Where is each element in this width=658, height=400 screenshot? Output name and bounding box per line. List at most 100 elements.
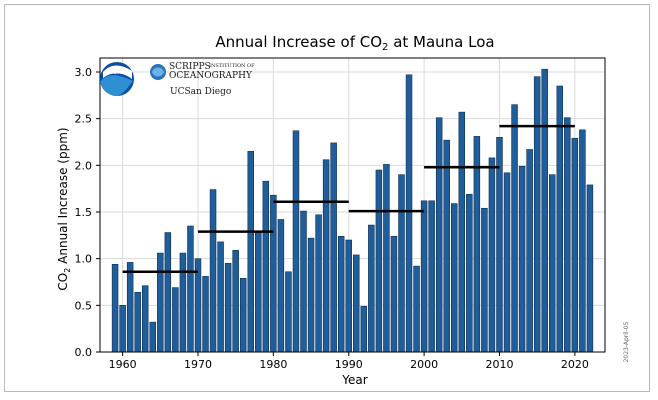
bar-1988 (330, 142, 337, 353)
bar-2014 (526, 149, 533, 353)
x-ticks: 1960 1970 1980 1990 2000 2010 2020 (109, 352, 589, 371)
bar-1998 (405, 74, 413, 353)
bar-2015 (533, 76, 541, 353)
scripps-logo: SCRIPPS INSTITUTION OF OCEANOGRAPHY (150, 62, 255, 81)
x-tick-label: 2010 (485, 358, 513, 371)
bar-2019 (564, 117, 571, 353)
noaa-wave-icon (100, 75, 133, 96)
y-axis-label-subscript: 2 (63, 268, 72, 273)
chart-title-subscript: 2 (382, 42, 388, 53)
y-tick-label: 1.5 (75, 206, 93, 219)
bar-1962 (134, 291, 141, 353)
bar-1985 (307, 237, 315, 353)
x-tick-label: 1990 (335, 358, 363, 371)
bar-1980 (270, 194, 277, 353)
bar-1986 (315, 214, 322, 353)
noaa-bird-icon (103, 65, 132, 79)
x-tick-label: 1960 (109, 358, 137, 371)
ucsd-logo: UCSan Diego (170, 87, 231, 97)
bar-2001 (428, 200, 435, 353)
noaa-logo: NOAA (100, 62, 134, 96)
bar-1965 (157, 252, 164, 353)
bar-2010 (496, 137, 503, 353)
y-axis-label-part-1: CO (56, 273, 70, 291)
bars (111, 68, 594, 353)
bar-2020 (571, 137, 579, 353)
bar-1960 (119, 305, 126, 353)
bar-1972 (209, 189, 217, 353)
bar-1977 (247, 151, 254, 353)
y-tick-label: 3.0 (75, 66, 93, 79)
bar-2022 (586, 184, 594, 353)
noaa-logo-text: NOAA (108, 69, 126, 76)
scripps-logo-bottom: OCEANOGRAPHY (169, 71, 253, 81)
bar-2005 (458, 111, 466, 353)
bar-1991 (353, 254, 360, 353)
y-tick-label: 0.0 (75, 346, 93, 359)
bar-1961 (126, 262, 134, 353)
decadal-mean-lines (122, 124, 575, 273)
bar-1966 (164, 232, 172, 353)
x-tick-label: 1980 (259, 358, 287, 371)
bar-1999 (413, 265, 420, 353)
bar-2017 (548, 174, 556, 353)
bar-2013 (518, 165, 526, 353)
chart-title-part-1: Annual Increase of CO (215, 33, 382, 51)
bar-2006 (466, 193, 473, 353)
scripps-logo-top: SCRIPPS (169, 62, 211, 72)
bar-1984 (300, 210, 307, 353)
chart-title: Annual Increase of CO2 at Mauna Loa (215, 33, 494, 53)
x-tick-label: 2000 (410, 358, 438, 371)
bar-1996 (390, 235, 398, 353)
bar-1969 (187, 225, 194, 353)
scripps-logo-small: INSTITUTION OF (209, 63, 255, 69)
bar-1978 (255, 231, 262, 353)
y-ticks: 0.0 0.5 1.0 1.5 2.0 2.5 3.0 (75, 66, 100, 359)
bar-2004 (451, 203, 458, 353)
bar-1974 (224, 263, 232, 353)
y-axis-label: CO2 Annual Increase (ppm) (56, 127, 72, 290)
bar-2000 (420, 200, 428, 353)
bar-2016 (541, 68, 548, 353)
scripps-globe-highlight-icon (152, 67, 164, 77)
bar-2003 (443, 139, 450, 353)
y-tick-label: 1.0 (75, 253, 93, 266)
bar-1993 (368, 224, 375, 353)
bar-1995 (383, 164, 390, 353)
chart-title-part-2: at Mauna Loa (388, 33, 494, 51)
y-tick-label: 2.0 (75, 159, 93, 172)
bar-1979 (262, 180, 270, 353)
bar-2011 (503, 172, 511, 353)
bar-2021 (579, 129, 586, 353)
bar-1973 (217, 241, 224, 353)
bar-1981 (277, 219, 285, 353)
y-tick-label: 2.5 (75, 113, 93, 126)
axes (99, 57, 606, 353)
bar-1987 (322, 159, 330, 353)
plot-border (99, 57, 606, 353)
x-tick-label: 2020 (561, 358, 589, 371)
bar-1968 (179, 252, 187, 353)
bar-2009 (488, 157, 496, 353)
bar-1976 (239, 277, 247, 353)
y-tick-label: 0.5 (75, 299, 93, 312)
bar-1964 (149, 321, 157, 353)
bar-1982 (285, 271, 292, 353)
date-stamp: 2023-April-05 (623, 321, 630, 362)
bar-2008 (481, 207, 488, 353)
bar-2012 (511, 104, 518, 353)
x-axis-label: Year (341, 373, 367, 387)
x-tick-label: 1970 (184, 358, 212, 371)
bar-2007 (473, 136, 481, 353)
y-axis-label-part-2: Annual Increase (ppm) (56, 127, 70, 267)
bar-1967 (172, 287, 179, 353)
bar-1994 (375, 169, 383, 353)
bar-1959 (111, 263, 119, 353)
bar-1971 (202, 276, 209, 353)
bar-2002 (435, 117, 443, 353)
bar-1989 (337, 235, 345, 353)
bar-1992 (360, 305, 368, 353)
bar-1990 (345, 239, 352, 353)
bar-1975 (232, 249, 239, 353)
